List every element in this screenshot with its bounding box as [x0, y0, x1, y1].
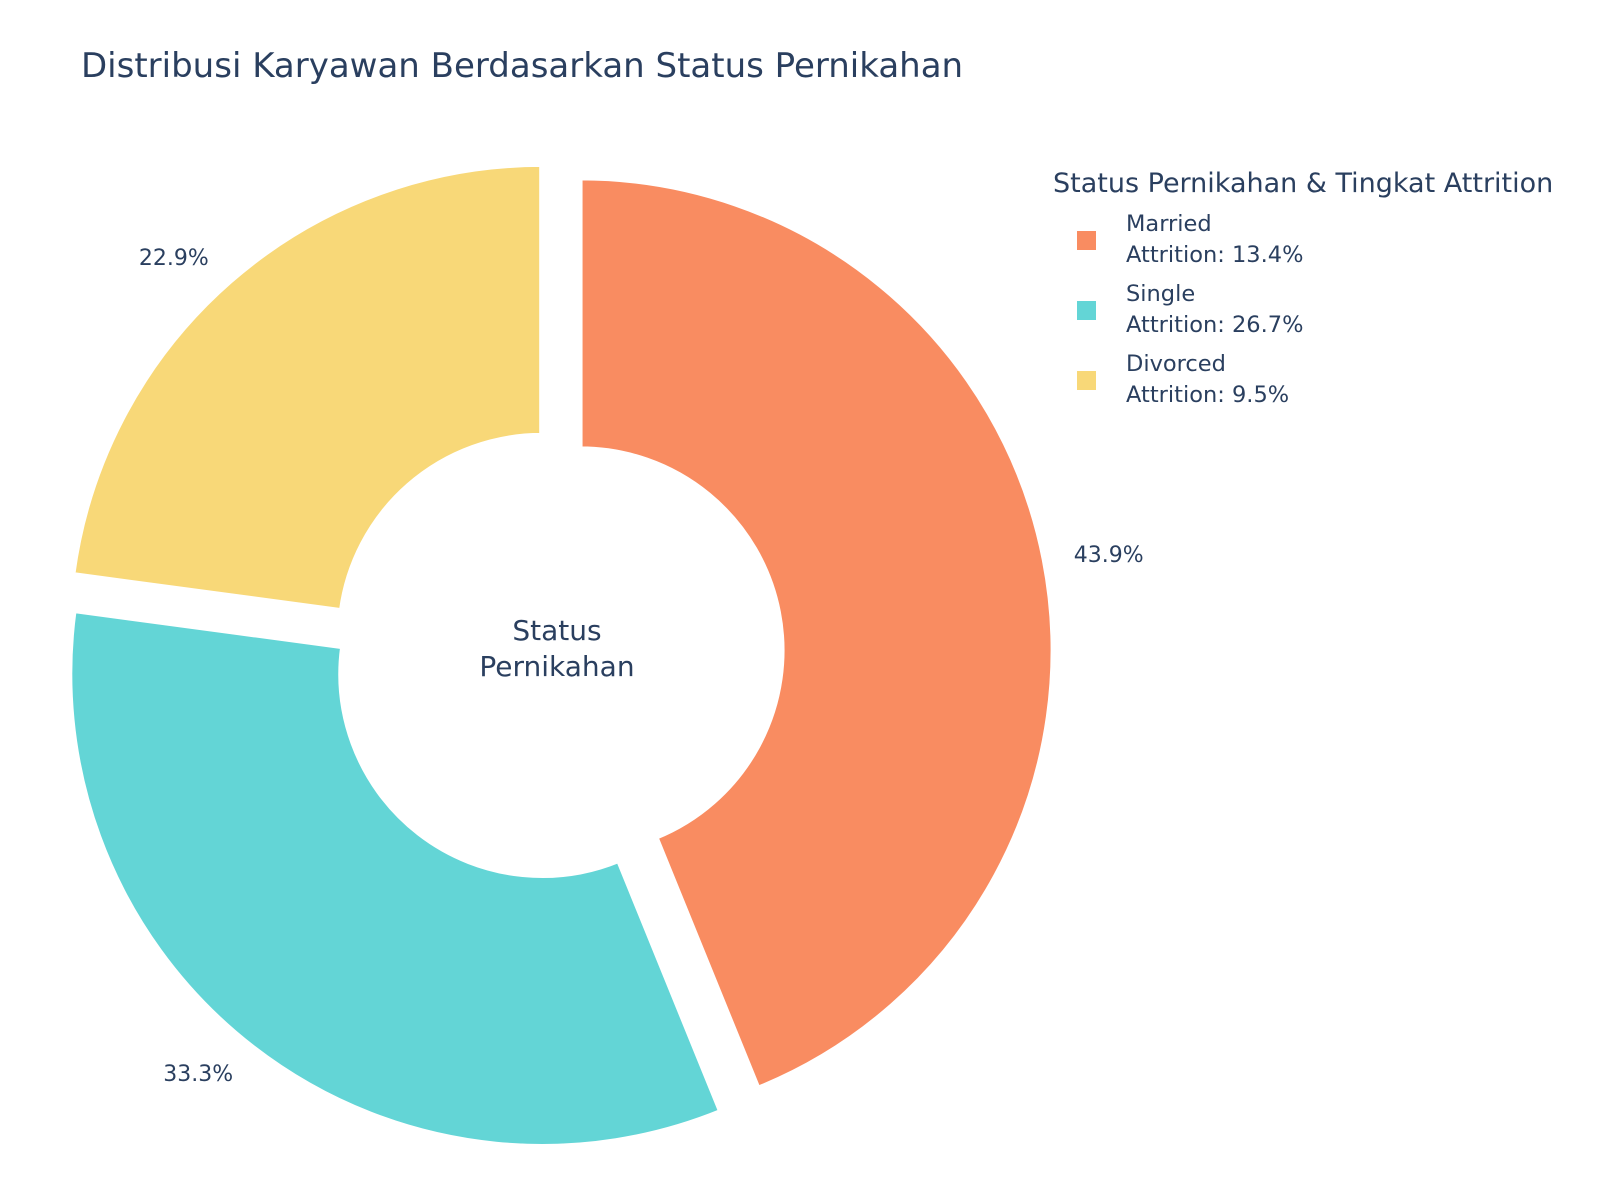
legend-text-married: Married Attrition: 13.4% [1126, 209, 1303, 271]
legend: Status Pernikahan & Tingkat Attrition Ma… [1053, 168, 1553, 419]
slice-label-divorced: 22.9% [139, 246, 209, 271]
legend-label-divorced: Divorced [1126, 351, 1226, 377]
legend-item-married[interactable]: Married Attrition: 13.4% [1077, 209, 1553, 271]
legend-attrition-married: Attrition: 13.4% [1126, 242, 1304, 268]
slice-labels-group: 43.9% 33.3% 22.9% [139, 246, 1144, 1087]
legend-item-single[interactable]: Single Attrition: 26.7% [1077, 279, 1553, 341]
slice-label-married: 43.9% [1074, 543, 1144, 568]
legend-item-divorced[interactable]: Divorced Attrition: 9.5% [1077, 349, 1553, 411]
slice-married[interactable] [578, 176, 1055, 1090]
legend-attrition-single: Attrition: 26.7% [1126, 312, 1304, 338]
legend-attrition-divorced: Attrition: 9.5% [1126, 382, 1290, 408]
slice-divorced[interactable] [71, 162, 544, 613]
center-label-line-1: Status [512, 614, 601, 647]
slice-label-single: 33.3% [163, 1062, 233, 1087]
legend-text-single: Single Attrition: 26.7% [1126, 279, 1303, 341]
slices-group [68, 162, 1055, 1148]
legend-swatch-married [1077, 230, 1096, 250]
legend-title: Status Pernikahan & Tingkat Attrition [1053, 168, 1554, 199]
chart-title: Distribusi Karyawan Berdasarkan Status P… [81, 46, 964, 86]
legend-swatch-single [1077, 300, 1096, 320]
slice-single[interactable] [68, 609, 723, 1148]
legend-swatch-divorced [1077, 370, 1096, 390]
legend-label-married: Married [1126, 211, 1212, 237]
legend-label-single: Single [1126, 281, 1196, 307]
legend-text-divorced: Divorced Attrition: 9.5% [1126, 349, 1289, 411]
center-label-line-2: Pernikahan [479, 650, 634, 683]
